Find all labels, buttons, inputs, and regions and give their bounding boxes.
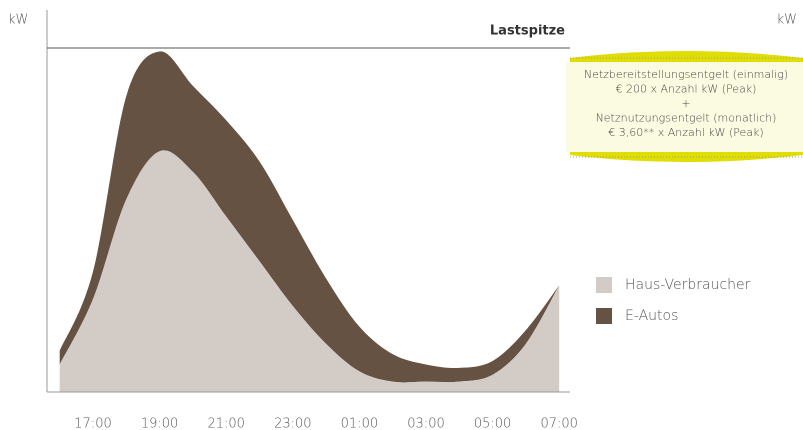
- x-tick-label: 01:00: [341, 417, 378, 430]
- x-tick-label: 23:00: [274, 417, 311, 430]
- legend-label: E-Autos: [625, 308, 678, 324]
- x-tick-label: 07:00: [540, 417, 577, 430]
- x-tick-label: 17:00: [74, 417, 111, 430]
- panel-text: € 3,60** x Anzahl kW (Peak): [608, 126, 763, 139]
- x-tick-label: 03:00: [407, 417, 444, 430]
- legend-label: Haus-Verbraucher: [625, 277, 751, 293]
- x-tick-label: 21:00: [207, 417, 244, 430]
- panel-text: Netzbereitstellungsentgelt (einmalig): [584, 68, 788, 81]
- panel-text: +: [681, 97, 690, 110]
- y-axis-label: kW: [8, 13, 28, 28]
- x-tick-label: 19:00: [141, 417, 178, 430]
- fee-panel: Netzbereitstellungsentgelt (einmalig) € 2…: [566, 51, 803, 162]
- area: [59, 150, 560, 392]
- area: [59, 51, 560, 383]
- legend-swatch: [596, 277, 612, 293]
- plot: [59, 51, 560, 392]
- peak-label: Lastspitze: [490, 24, 565, 39]
- panel-text: Netznutzungsentgelt (monatlich): [596, 112, 777, 125]
- panel-fill: [566, 62, 803, 152]
- panel-text: € 200 x Anzahl kW (Peak): [616, 83, 757, 96]
- panel-unit: kW: [777, 13, 797, 28]
- x-tick-label: 05:00: [474, 417, 511, 430]
- legend-swatch: [596, 308, 612, 324]
